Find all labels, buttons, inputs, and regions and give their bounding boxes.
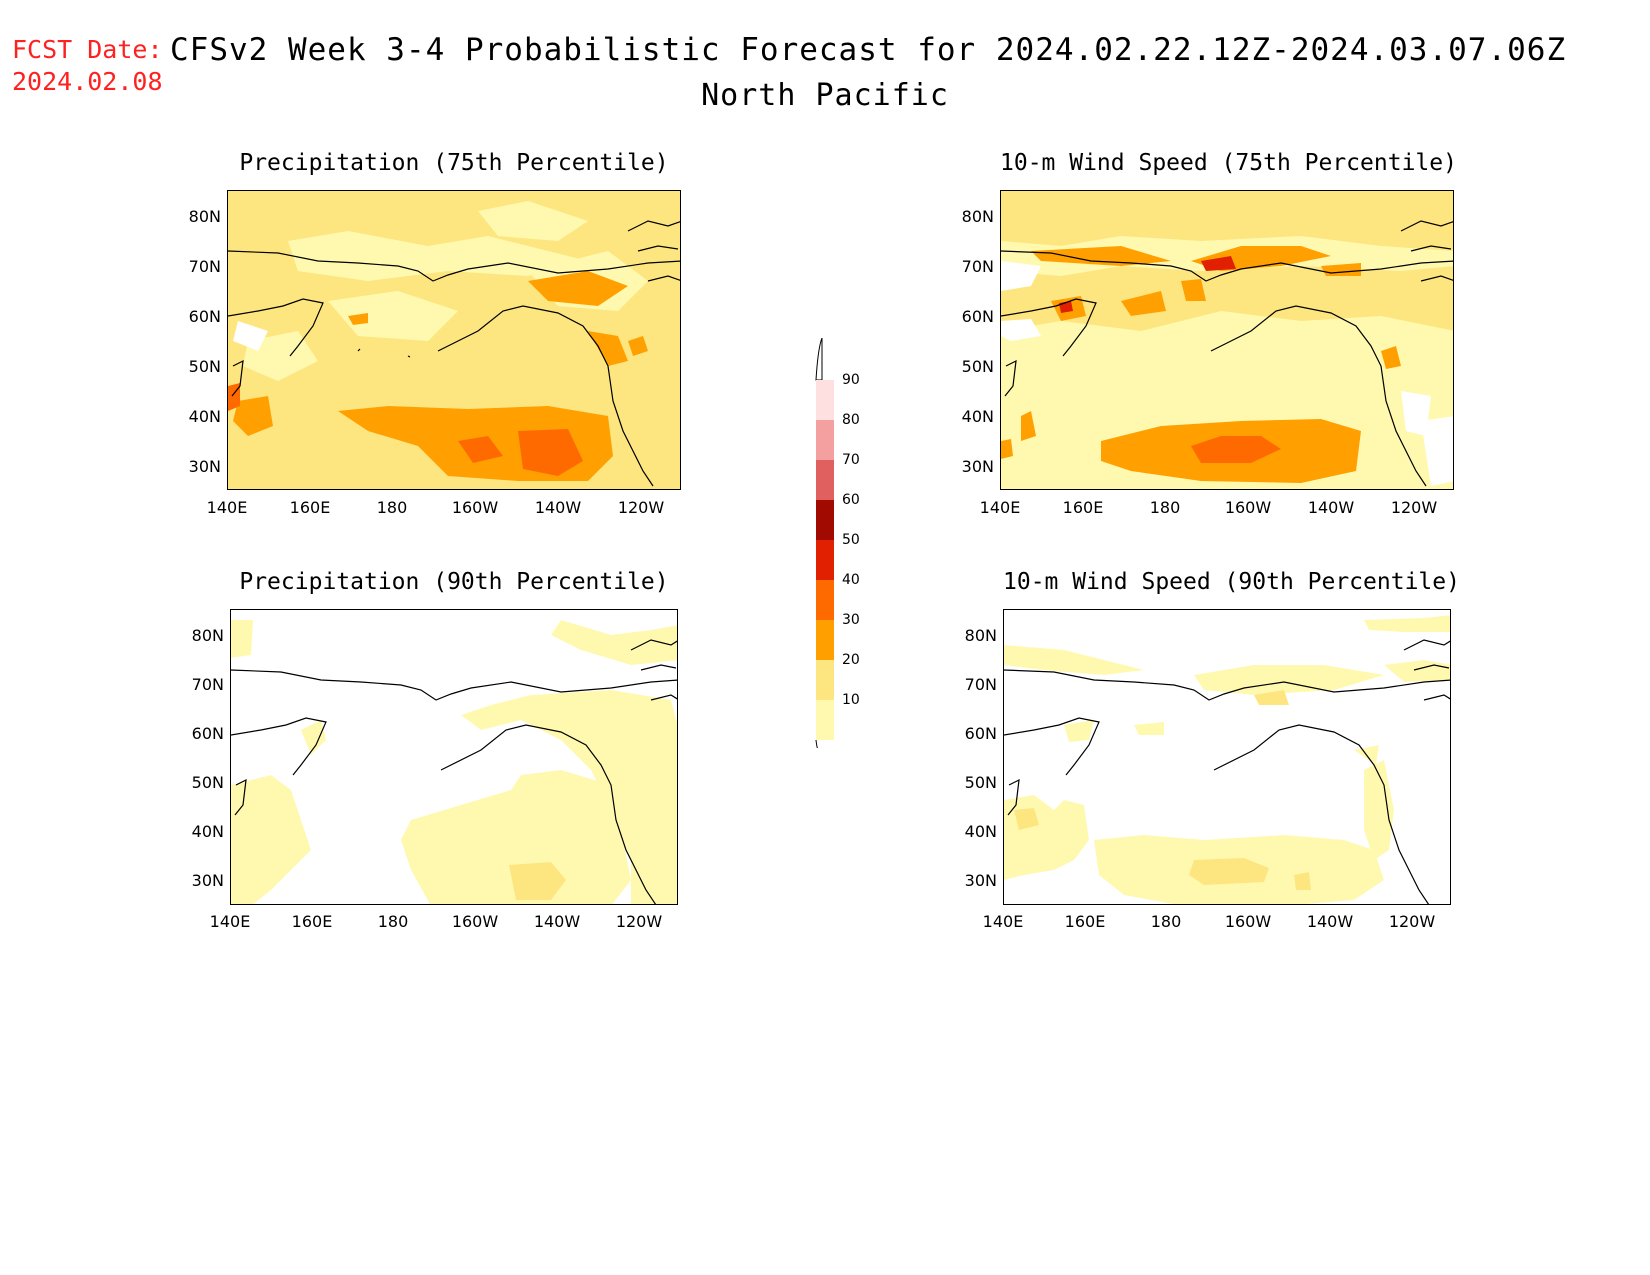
colorbar-label: 10: [842, 692, 860, 708]
panel-title: Precipitation (90th Percentile): [239, 569, 669, 595]
lon-label: 140E: [209, 912, 251, 931]
lon-label: 120W: [615, 912, 663, 931]
lat-label: 60N: [964, 724, 997, 743]
panel-wind-75: 10-m Wind Speed (75th Percentile): [962, 150, 1457, 517]
lon-label: 180: [1150, 912, 1182, 931]
colorbar-swatch: [816, 700, 836, 740]
colorbar-swatch: [816, 460, 836, 500]
lat-label: 40N: [188, 407, 221, 426]
lon-label: 160W: [1224, 912, 1272, 931]
colorbar-label: 40: [842, 572, 860, 588]
panel-wind-90: 10-m Wind Speed (90th Percentile) 80N 70: [965, 569, 1460, 931]
fcst-date-label: FCST Date:: [12, 35, 163, 64]
lat-label: 80N: [964, 626, 997, 645]
lat-label: 30N: [188, 457, 221, 476]
lon-label: 160W: [451, 498, 499, 517]
lat-label: 50N: [188, 357, 221, 376]
lat-label: 40N: [191, 822, 224, 841]
lon-label: 180: [377, 912, 409, 931]
panel-title: 10-m Wind Speed (75th Percentile): [1000, 150, 1457, 176]
lat-label: 60N: [191, 724, 224, 743]
panel-title: 10-m Wind Speed (90th Percentile): [1003, 569, 1460, 595]
lat-label: 60N: [961, 307, 994, 326]
panel-precip-75: Precipitation (75th Percentile): [189, 150, 681, 517]
lat-label: 50N: [961, 357, 994, 376]
lon-label: 140W: [1307, 498, 1355, 517]
map-wind-75: [1000, 190, 1454, 490]
colorbar-swatch: [816, 500, 836, 540]
colorbar-swatch: [816, 420, 836, 460]
colorbar-label: 20: [842, 652, 860, 668]
colorbar-swatch: [816, 580, 836, 620]
lon-label: 140W: [534, 498, 582, 517]
colorbar-swatch: [816, 620, 836, 660]
lat-label: 70N: [961, 257, 994, 276]
lat-label: 50N: [964, 773, 997, 792]
lat-label: 70N: [964, 675, 997, 694]
lon-label: 160W: [451, 912, 499, 931]
lat-label: 60N: [188, 307, 221, 326]
colorbar-label: 90: [842, 372, 860, 388]
lon-label: 140E: [982, 912, 1024, 931]
colorbar-swatch: [816, 660, 836, 700]
lon-label: 120W: [1390, 498, 1438, 517]
lon-label: 160E: [289, 498, 331, 517]
lon-label: 160E: [1064, 912, 1106, 931]
lat-label: 40N: [964, 822, 997, 841]
lon-label: 160E: [1062, 498, 1104, 517]
map-wind-90: [1003, 609, 1451, 905]
colorbar-legend: 90 80 70 60 50 40 30 20 10: [812, 337, 860, 753]
lat-label: 50N: [191, 773, 224, 792]
lat-label: 30N: [964, 871, 997, 890]
map-precip-90: [230, 609, 678, 905]
lon-label: 120W: [1388, 912, 1436, 931]
lon-label: 140W: [533, 912, 581, 931]
colorbar-swatches: [815, 337, 836, 753]
lon-label: 140E: [206, 498, 248, 517]
colorbar-label: 70: [842, 452, 860, 468]
colorbar-label: 80: [842, 412, 860, 428]
lat-label: 40N: [961, 407, 994, 426]
map-precip-75: [227, 190, 681, 490]
panel-precip-90: Precipitation (90th Percentile) 80N 70N …: [192, 569, 678, 931]
lon-label: 140E: [979, 498, 1021, 517]
colorbar-label: 50: [842, 532, 860, 548]
lon-label: 160E: [291, 912, 333, 931]
lat-label: 80N: [961, 207, 994, 226]
region-subtitle: North Pacific: [701, 78, 949, 113]
lat-label: 30N: [961, 457, 994, 476]
lon-label: 180: [376, 498, 408, 517]
lat-label: 30N: [191, 871, 224, 890]
panel-title: Precipitation (75th Percentile): [239, 150, 669, 176]
lon-label: 160W: [1224, 498, 1272, 517]
colorbar-label: 60: [842, 492, 860, 508]
lon-label: 120W: [617, 498, 665, 517]
lat-label: 70N: [191, 675, 224, 694]
fcst-date-value: 2024.02.08: [12, 67, 163, 96]
colorbar-swatch: [816, 540, 836, 580]
lon-label: 140W: [1306, 912, 1354, 931]
colorbar-label: 30: [842, 612, 860, 628]
lat-label: 80N: [191, 626, 224, 645]
page-title: CFSv2 Week 3-4 Probabilistic Forecast fo…: [170, 32, 1567, 68]
lat-label: 70N: [188, 257, 221, 276]
lat-label: 80N: [188, 207, 221, 226]
colorbar-swatch: [816, 380, 836, 420]
lon-label: 180: [1149, 498, 1181, 517]
